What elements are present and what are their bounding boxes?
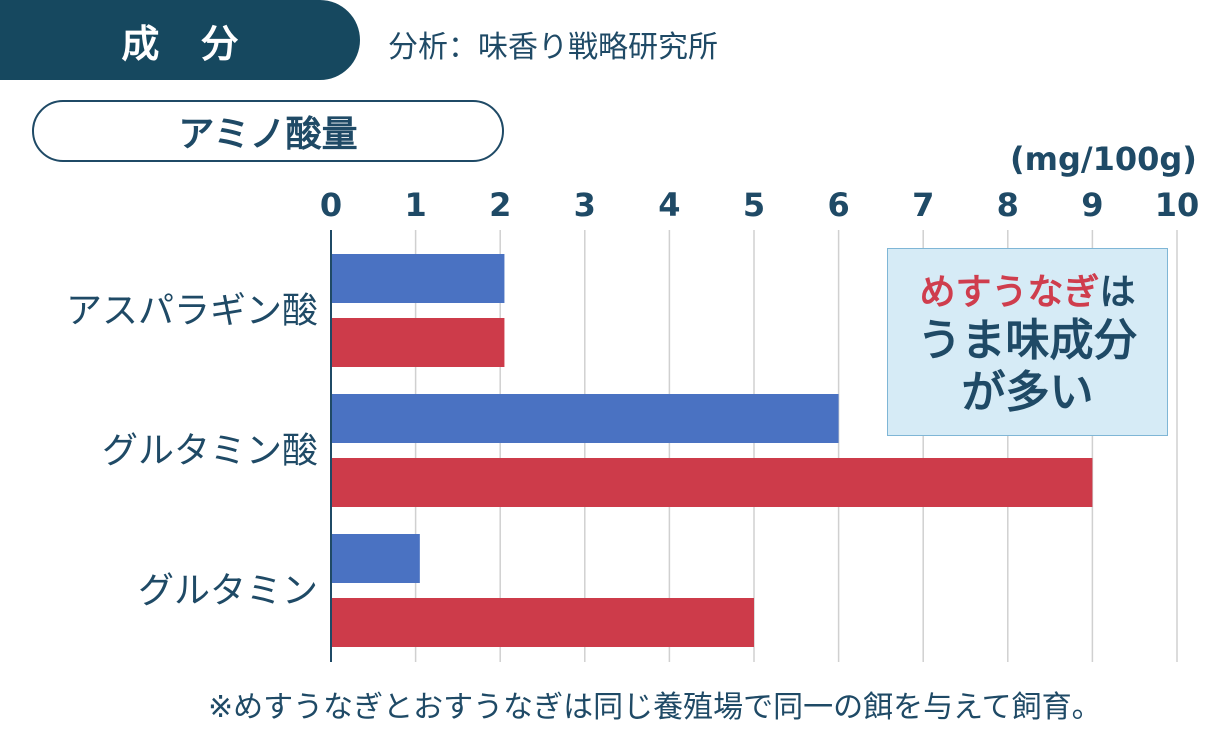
category-label: アスパラギン酸: [66, 291, 318, 332]
x-tick-label: 0: [320, 186, 342, 224]
callout-line1: めすうなぎは: [888, 271, 1167, 315]
x-tick-label: 1: [404, 186, 426, 224]
callout-line2: うま味成分: [917, 315, 1138, 366]
x-tick-label: 9: [1081, 186, 1103, 224]
callout-line1-suffix: は: [1099, 272, 1136, 313]
unit-label: (mg/100g): [1010, 140, 1197, 178]
bar-series1: [332, 534, 420, 583]
callout-highlight: めすうなぎ: [919, 272, 1100, 313]
footnote: ※めすうなぎとおすうなぎは同じ養殖場で同一の餌を与えて飼育。: [208, 690, 1102, 725]
bar-series1: [332, 254, 505, 303]
source-label: 分析：味香り戦略研究所: [388, 30, 718, 65]
x-tick-label: 8: [997, 186, 1019, 224]
bar-series2: [332, 598, 754, 647]
chart-subtitle-pill: アミノ酸量: [32, 100, 504, 162]
bar-series1: [332, 394, 839, 443]
x-tick-label: 4: [658, 186, 680, 224]
x-tick-label: 2: [489, 186, 511, 224]
x-tick-label: 6: [827, 186, 849, 224]
bar-series2: [332, 458, 1093, 507]
category-label: グルタミン: [138, 571, 318, 612]
section-tab: 成 分: [0, 0, 360, 80]
bar-series2: [332, 318, 505, 367]
x-tick-label: 5: [743, 186, 765, 224]
callout-line3: が多い: [961, 367, 1094, 418]
category-label: グルタミン酸: [102, 431, 318, 472]
x-tick-label: 10: [1155, 186, 1200, 224]
section-label: 成 分: [121, 21, 253, 66]
callout-box: めすうなぎは うま味成分 が多い: [887, 248, 1168, 436]
x-tick-label: 3: [574, 186, 596, 224]
x-tick-label: 7: [912, 186, 934, 224]
chart-subtitle: アミノ酸量: [178, 114, 358, 155]
